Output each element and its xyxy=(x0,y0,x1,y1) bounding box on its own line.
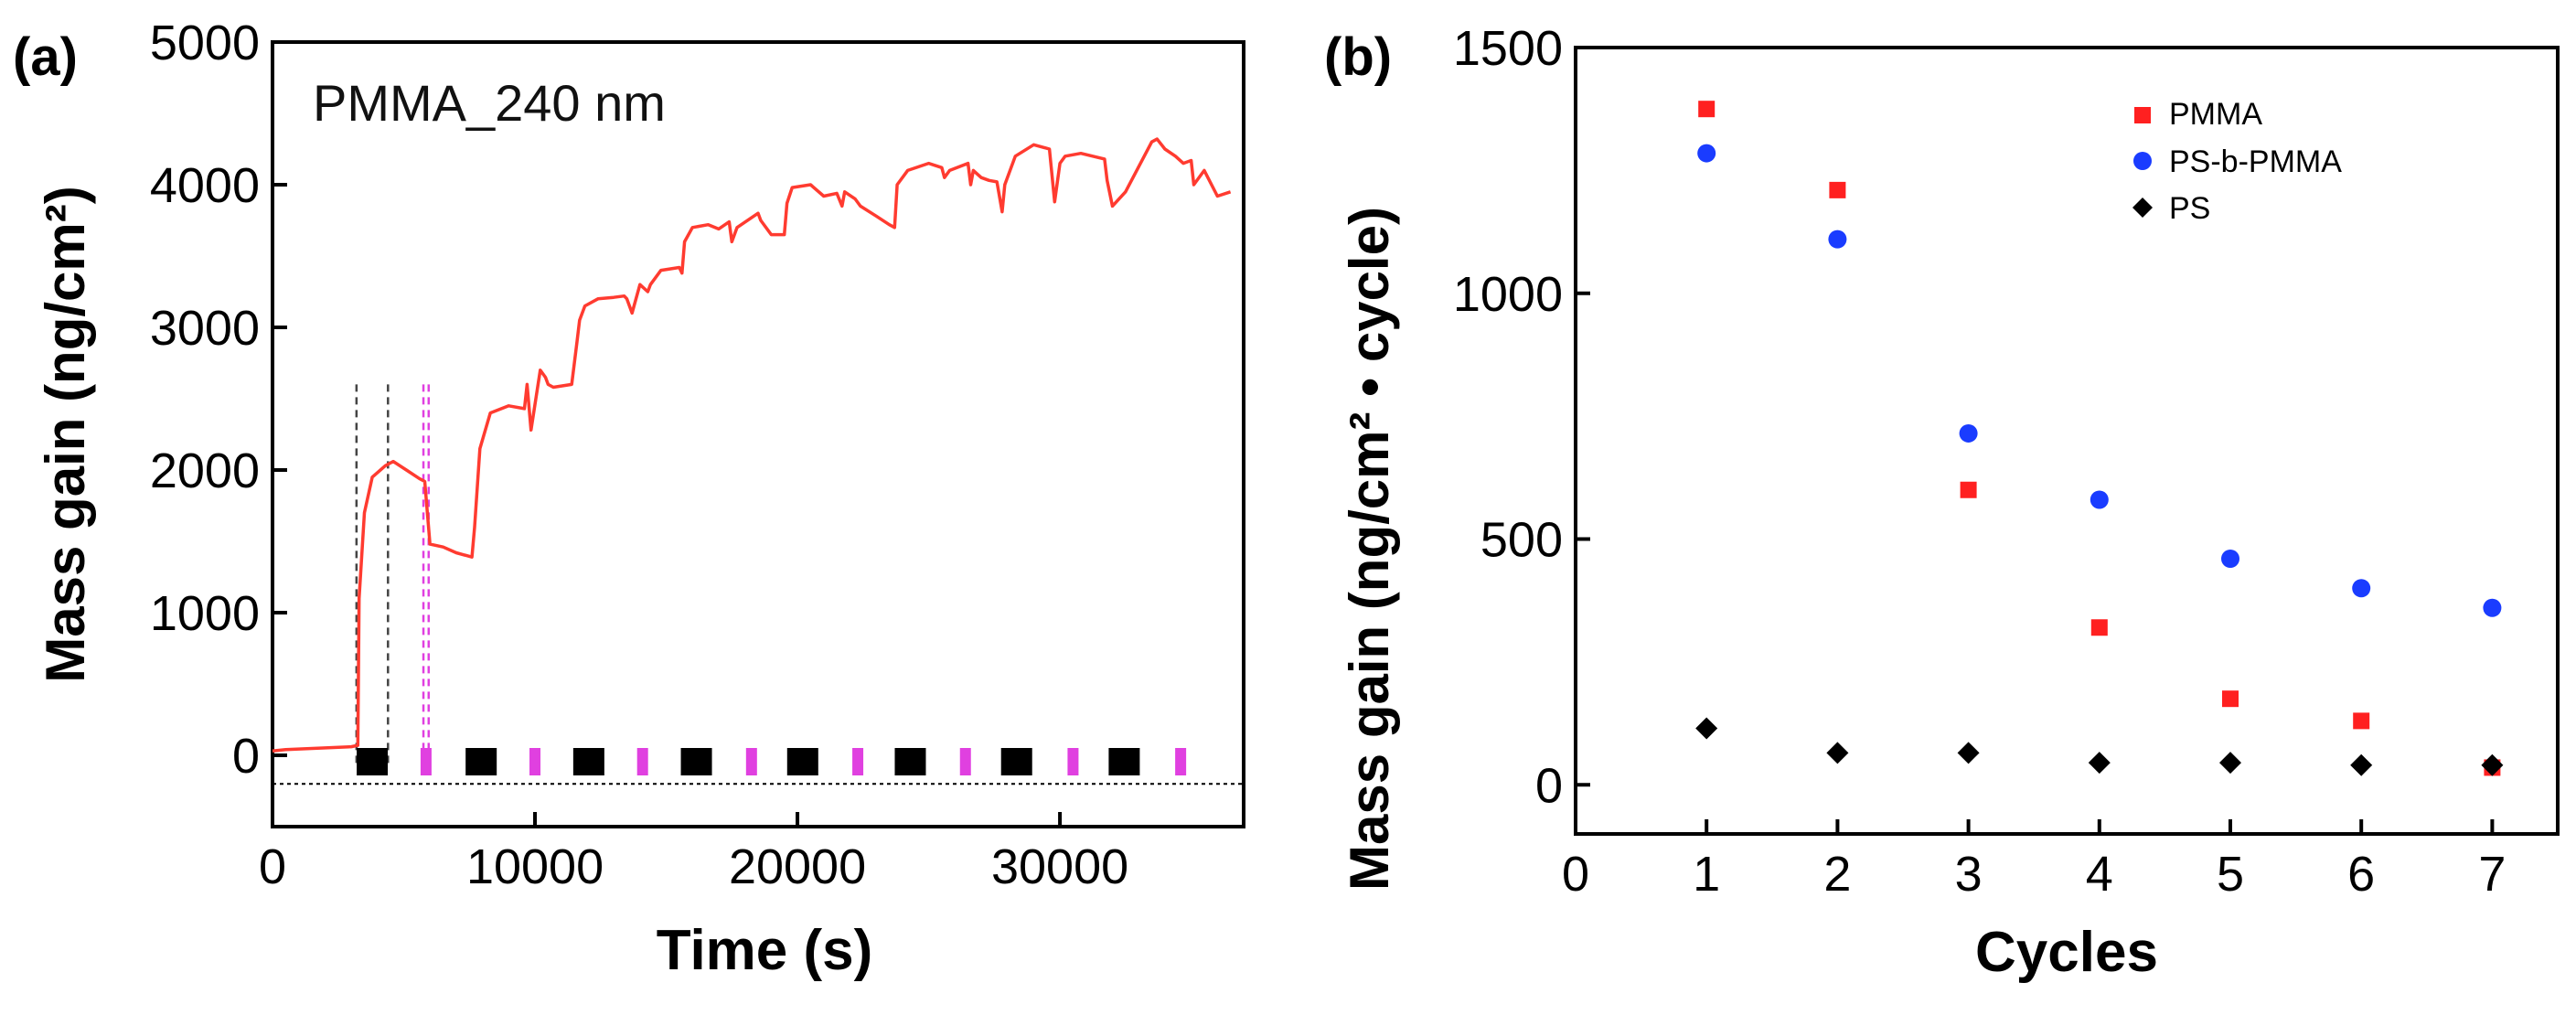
water-pulse-7 xyxy=(1175,748,1187,775)
point-ps-b-pmma-5 xyxy=(2221,550,2239,568)
legend-label-pmma: PMMA xyxy=(2169,97,2262,132)
x-tick-label-a-2: 20000 xyxy=(729,839,866,894)
water-pulse-3 xyxy=(745,748,757,775)
point-pmma-1 xyxy=(1698,101,1716,118)
panel-b: (b) 0 1 2 3 4 5 6 7 0 500 1000 1500 PMMA PS-b-PMMA … xyxy=(1324,21,2560,984)
y-tick-label-a-4: 4000 xyxy=(150,158,260,213)
y-tick-label-a-5: 5000 xyxy=(150,16,260,70)
legend-label-ps-b-pmma: PS-b-PMMA xyxy=(2169,144,2342,179)
x-tick-label-b-5: 5 xyxy=(2217,847,2244,902)
water-pulse-0 xyxy=(420,748,432,775)
water-pulse-6 xyxy=(1067,748,1079,775)
y-tick-label-b-3: 1500 xyxy=(1453,21,1563,76)
tma-pulse-4 xyxy=(786,748,818,775)
water-pulse-1 xyxy=(529,748,541,775)
tma-pulse-5 xyxy=(894,748,926,775)
point-ps-7 xyxy=(2481,753,2504,776)
panel-label-a: (a) xyxy=(13,27,78,87)
point-ps-b-pmma-4 xyxy=(2090,490,2109,509)
series-line-pmma-240nm xyxy=(272,137,1232,753)
y-tick-label-b-0: 0 xyxy=(1535,758,1563,813)
tma-pulse-0 xyxy=(357,748,389,775)
x-tick-label-a-0: 0 xyxy=(259,839,286,894)
legend-marker-ps xyxy=(2132,198,2153,218)
point-ps-3 xyxy=(1957,742,1980,764)
point-ps-6 xyxy=(2350,753,2373,776)
point-ps-b-pmma-2 xyxy=(1828,230,1847,249)
point-pmma-3 xyxy=(1960,481,1977,498)
point-pmma-5 xyxy=(2222,690,2239,708)
plot-frame-b xyxy=(1574,46,2560,836)
point-ps-b-pmma-6 xyxy=(2352,579,2371,598)
legend-marker-pmma xyxy=(2134,107,2151,123)
x-axis-title-a: Time (s) xyxy=(657,919,873,982)
x-axis-title-b: Cycles xyxy=(1975,921,2158,984)
x-tick-label-a-1: 10000 xyxy=(466,839,604,894)
ticks-a: 0 10000 20000 30000 0 1000 2000 3000 4000 5000 xyxy=(150,16,1128,894)
water-pulse-4 xyxy=(852,748,864,775)
legend-label-ps: PS xyxy=(2169,191,2210,226)
tma-pulse-2 xyxy=(572,748,604,775)
water-pulse-2 xyxy=(636,748,648,775)
tma-pulse-3 xyxy=(680,748,712,775)
y-axis-title-a: Mass gain (ng/cm²) xyxy=(35,186,96,682)
pulse-markers xyxy=(357,748,1187,775)
point-ps-1 xyxy=(1695,717,1718,740)
point-pmma-6 xyxy=(2353,712,2370,730)
y-tick-label-a-1: 1000 xyxy=(150,586,260,641)
point-pmma-4 xyxy=(2090,619,2108,636)
legend: PMMA PS-b-PMMA PS xyxy=(2132,97,2342,226)
x-tick-label-b-3: 3 xyxy=(1955,847,1983,902)
x-tick-label-b-4: 4 xyxy=(2086,847,2113,902)
legend-marker-ps-b-pmma xyxy=(2133,152,2152,170)
point-ps-b-pmma-7 xyxy=(2483,598,2502,617)
series-group-a xyxy=(272,137,1232,753)
water-pulse-5 xyxy=(959,748,971,775)
pulse-guides xyxy=(273,384,1244,785)
y-axis-title-b: Mass gain (ng/cm² • cycle) xyxy=(1339,207,1400,891)
x-tick-label-b-7: 7 xyxy=(2478,847,2506,902)
annotation-label: PMMA_240 nm xyxy=(313,74,666,132)
y-tick-label-a-2: 2000 xyxy=(150,443,260,498)
tma-pulse-1 xyxy=(465,748,497,775)
x-tick-label-b-2: 2 xyxy=(1823,847,1851,902)
point-ps-2 xyxy=(1826,742,1849,764)
point-ps-b-pmma-1 xyxy=(1697,144,1716,163)
y-tick-label-a-3: 3000 xyxy=(150,301,260,356)
plot-frame-a xyxy=(271,40,1245,828)
point-pmma-2 xyxy=(1829,181,1846,198)
tma-pulse-6 xyxy=(1000,748,1032,775)
panel-label-b: (b) xyxy=(1324,27,1392,87)
x-tick-label-b-1: 1 xyxy=(1693,847,1720,902)
point-ps-b-pmma-3 xyxy=(1959,423,1978,443)
ticks-b: 0 1 2 3 4 5 6 7 0 500 1000 1500 xyxy=(1453,21,2507,902)
panel-a: (a) 0 10000 20000 30000 0 1000 2000 3000 4000 500… xyxy=(13,16,1245,982)
y-tick-label-b-1: 500 xyxy=(1480,513,1563,568)
tma-pulse-7 xyxy=(1108,748,1140,775)
point-ps-4 xyxy=(2088,752,2111,775)
y-tick-label-a-0: 0 xyxy=(232,729,260,784)
series-group-b xyxy=(1695,101,2504,776)
point-ps-5 xyxy=(2219,752,2241,775)
x-tick-label-b-6: 6 xyxy=(2347,847,2375,902)
y-tick-label-b-2: 1000 xyxy=(1453,267,1563,322)
x-tick-label-a-3: 30000 xyxy=(991,839,1128,894)
x-tick-label-b-0: 0 xyxy=(1562,847,1589,902)
